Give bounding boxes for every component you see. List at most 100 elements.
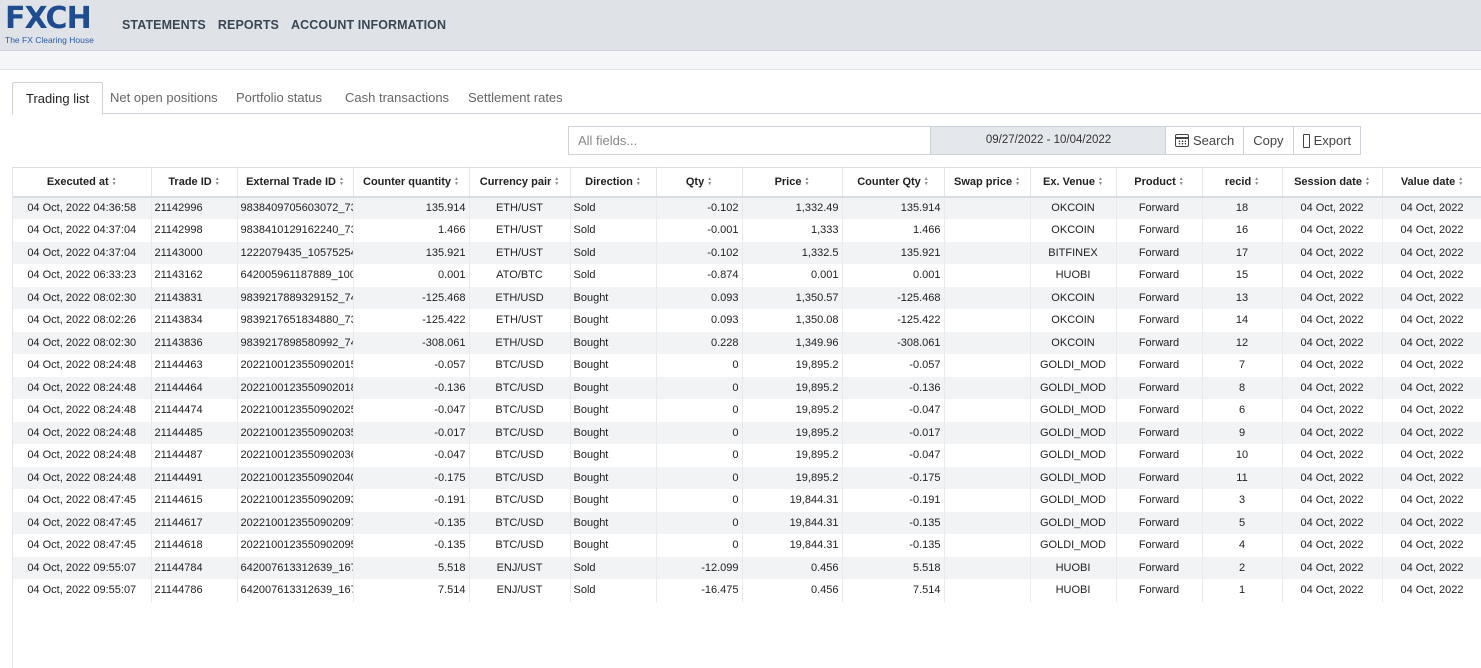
table-row[interactable]: 04 Oct, 2022 08:47:45 21144618 20221001235…: [13, 534, 1481, 557]
sort-icon[interactable]: ▲ ▼: [338, 175, 344, 187]
cell-counter-qty: -0.057: [842, 354, 945, 377]
table-row[interactable]: 04 Oct, 2022 08:24:48 21144491 20221001235…: [13, 466, 1481, 489]
column-header-product[interactable]: Product ▲ ▼: [1116, 167, 1203, 198]
table-row[interactable]: 04 Oct, 2022 04:37:04 21143000 1222079435_…: [13, 241, 1481, 264]
cell-executed-at: 04 Oct, 2022 04:37:04: [13, 241, 152, 264]
table-row[interactable]: 04 Oct, 2022 08:02:30 21143836 98392178985…: [13, 331, 1481, 354]
cell-external-trade-id: 642007613312639_1676: [237, 579, 354, 602]
column-header-label: Counter Qty: [857, 175, 921, 188]
column-header-executed-at[interactable]: Executed at ▲ ▼: [13, 167, 152, 198]
table-row[interactable]: 04 Oct, 2022 08:24:48 21144464 20221001235…: [13, 376, 1481, 399]
cell-executed-at: 04 Oct, 2022 04:36:58: [13, 196, 152, 219]
cell-swap-price: [944, 354, 1031, 377]
cell-trade-id: 21143162: [151, 264, 238, 287]
column-header-label: Executed at: [46, 175, 109, 188]
cell-product: Forward: [1116, 511, 1203, 534]
tab-net-open-positions[interactable]: Net open positions: [110, 90, 218, 105]
search-button[interactable]: Search: [1165, 126, 1245, 155]
table-row[interactable]: 04 Oct, 2022 08:24:48 21144474 20221001235…: [13, 399, 1481, 422]
cell-counter-quantity: -0.175: [353, 466, 470, 489]
column-header-direction[interactable]: Direction ▲ ▼: [570, 167, 657, 198]
table-row[interactable]: 04 Oct, 2022 08:24:48 21144485 20221001235…: [13, 421, 1481, 444]
sort-icon[interactable]: ▲ ▼: [1364, 175, 1370, 187]
table-row[interactable]: 04 Oct, 2022 08:02:26 21143834 98392176518…: [13, 309, 1481, 332]
cell-trade-id: 21144474: [151, 399, 238, 422]
column-header-recid[interactable]: recid ▲ ▼: [1202, 167, 1283, 198]
cell-recid: 6: [1202, 399, 1283, 422]
sort-icon[interactable]: ▲ ▼: [1458, 175, 1464, 187]
cell-counter-qty: 0.001: [842, 264, 945, 287]
cell-product: Forward: [1116, 241, 1203, 264]
cell-direction: Sold: [570, 196, 657, 219]
cell-external-trade-id: 2022100123550902015: [237, 354, 354, 377]
column-header-price[interactable]: Price ▲ ▼: [742, 167, 843, 198]
table-row[interactable]: 04 Oct, 2022 04:37:04 21142998 98384101291…: [13, 219, 1481, 242]
fxch-logo[interactable]: FXCH The FX Clearing House: [5, 4, 105, 46]
sort-icon[interactable]: ▲ ▼: [214, 175, 220, 187]
cell-ex-venue: GOLDI_MOD: [1030, 489, 1117, 512]
cell-counter-quantity: -0.047: [353, 444, 470, 467]
tab-portfolio-status[interactable]: Portfolio status: [236, 90, 322, 105]
table-row[interactable]: 04 Oct, 2022 09:55:07 21144786 64200761331…: [13, 579, 1481, 602]
column-header-external-trade-id[interactable]: External Trade ID ▲ ▼: [237, 167, 354, 198]
cell-counter-quantity: 135.921: [353, 241, 470, 264]
table-row[interactable]: 04 Oct, 2022 04:36:58 21142996 98384097056…: [13, 196, 1481, 219]
nav-statements[interactable]: STATEMENTS: [122, 18, 206, 32]
column-header-swap-price[interactable]: Swap price ▲ ▼: [944, 167, 1031, 198]
sort-icon[interactable]: ▲ ▼: [635, 175, 641, 187]
table-row[interactable]: 04 Oct, 2022 09:55:07 21144784 64200761331…: [13, 556, 1481, 579]
cell-swap-price: [944, 241, 1031, 264]
sort-icon[interactable]: ▲ ▼: [804, 175, 810, 187]
table-row[interactable]: 04 Oct, 2022 08:02:30 21143831 98392178893…: [13, 286, 1481, 309]
export-button[interactable]: Export: [1292, 126, 1362, 155]
cell-session-date: 04 Oct, 2022: [1282, 196, 1383, 219]
cell-qty: 0.093: [656, 286, 743, 309]
column-header-session-date[interactable]: Session date ▲ ▼: [1282, 167, 1383, 198]
tab-settlement-rates[interactable]: Settlement rates: [468, 90, 563, 105]
sort-icon[interactable]: ▲ ▼: [1015, 175, 1021, 187]
cell-price: 19,895.2: [742, 421, 843, 444]
cell-recid: 11: [1202, 466, 1283, 489]
cell-session-date: 04 Oct, 2022: [1282, 286, 1383, 309]
tab-cash-transactions[interactable]: Cash transactions: [345, 90, 450, 105]
sort-icon[interactable]: ▲ ▼: [707, 175, 713, 187]
cell-direction: Sold: [570, 579, 657, 602]
column-header-counter-qty[interactable]: Counter Qty ▲ ▼: [842, 167, 945, 198]
cell-counter-qty: -0.047: [842, 399, 945, 422]
cell-direction: Bought: [570, 421, 657, 444]
column-header-counter-quantity[interactable]: Counter quantity ▲ ▼: [353, 167, 470, 198]
sort-icon[interactable]: ▲ ▼: [923, 175, 929, 187]
sort-icon[interactable]: ▲ ▼: [1098, 175, 1103, 187]
sort-icon[interactable]: ▲ ▼: [111, 175, 117, 187]
all-fields-search-input[interactable]: [568, 126, 931, 155]
sort-icon[interactable]: ▲ ▼: [1254, 175, 1260, 187]
copy-button[interactable]: Copy: [1243, 126, 1294, 155]
table-row[interactable]: 04 Oct, 2022 08:47:45 21144617 20221001235…: [13, 511, 1481, 534]
date-range-picker[interactable]: 09/27/2022 - 10/04/2022: [931, 126, 1166, 155]
nav-account-information[interactable]: ACCOUNT INFORMATION: [291, 18, 447, 32]
table-row[interactable]: 04 Oct, 2022 06:33:23 21143162 64200596118…: [13, 264, 1481, 287]
cell-ex-venue: GOLDI_MOD: [1030, 421, 1117, 444]
column-header-value-date[interactable]: Value date ▲ ▼: [1382, 167, 1481, 198]
cell-trade-id: 21144786: [151, 579, 238, 602]
table-row[interactable]: 04 Oct, 2022 08:47:45 21144615 20221001235…: [13, 489, 1481, 512]
tab-trading-list[interactable]: Trading list: [12, 82, 104, 115]
cell-trade-id: 21144618: [151, 534, 238, 557]
column-header-ex-venue[interactable]: Ex. Venue ▲ ▼: [1030, 167, 1117, 198]
cell-value-date: 04 Oct, 2022: [1382, 534, 1481, 557]
cell-product: Forward: [1116, 466, 1203, 489]
column-header-trade-id[interactable]: Trade ID ▲ ▼: [151, 167, 238, 198]
column-header-currency-pair[interactable]: Currency pair ▲ ▼: [469, 167, 571, 198]
sort-icon[interactable]: ▲ ▼: [554, 175, 560, 187]
column-header-qty[interactable]: Qty ▲ ▼: [656, 167, 743, 198]
table-row[interactable]: 04 Oct, 2022 08:24:48 21144463 20221001235…: [13, 354, 1481, 377]
table-row[interactable]: 04 Oct, 2022 08:24:48 21144487 20221001235…: [13, 444, 1481, 467]
sort-icon[interactable]: ▲ ▼: [1178, 175, 1184, 187]
cell-counter-quantity: 0.001: [353, 264, 470, 287]
table-toolbar: 09/27/2022 - 10/04/2022 Search Copy Expo…: [568, 126, 1362, 155]
cell-counter-qty: 7.514: [842, 579, 945, 602]
cell-value-date: 04 Oct, 2022: [1382, 421, 1481, 444]
sort-icon[interactable]: ▲ ▼: [454, 175, 459, 187]
nav-reports[interactable]: REPORTS: [217, 18, 279, 32]
cell-trade-id: 21144617: [151, 511, 238, 534]
